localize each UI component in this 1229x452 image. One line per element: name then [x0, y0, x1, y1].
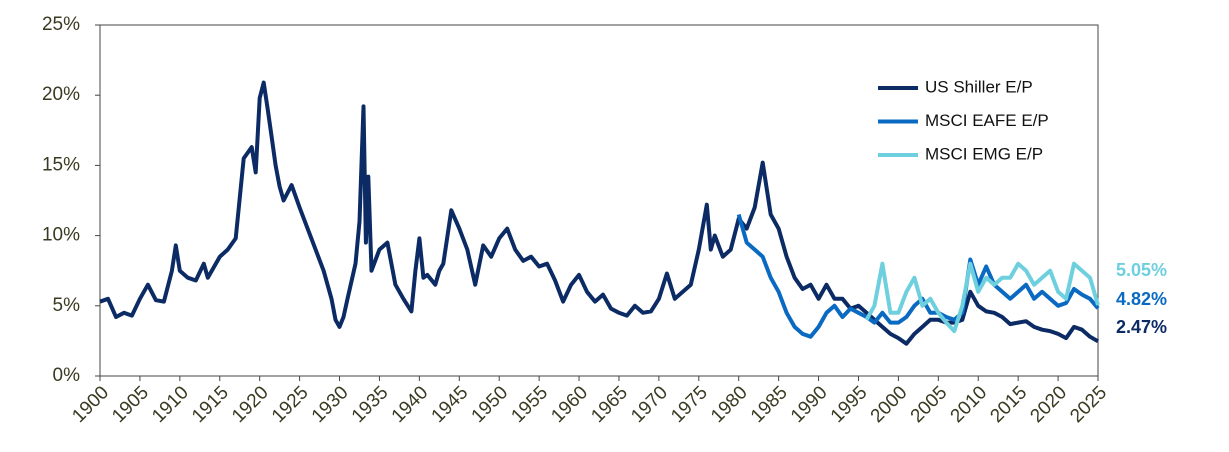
x-tick-label: 2020: [1026, 382, 1071, 427]
end-label: 2.47%: [1116, 317, 1167, 337]
y-tick-label: 25%: [42, 14, 80, 35]
x-tick-label: 1980: [707, 382, 752, 427]
x-tick-label: 1975: [667, 382, 712, 427]
x-tick-label: 2015: [986, 382, 1031, 427]
series-line: [864, 261, 1100, 334]
series-line: [736, 213, 1100, 339]
x-tick-label: 1910: [148, 382, 193, 427]
legend-label: MSCI EAFE E/P: [925, 111, 1049, 130]
y-tick-label: 10%: [42, 225, 80, 246]
x-tick-label: 1935: [348, 382, 393, 427]
x-tick-label: 2000: [867, 382, 912, 427]
end-label: 4.82%: [1116, 289, 1167, 309]
x-tick-label: 1955: [507, 382, 552, 427]
legend-label: MSCI EMG E/P: [925, 144, 1043, 163]
x-tick-label: 1930: [308, 382, 353, 427]
x-tick-label: 1965: [587, 382, 632, 427]
y-tick-label: 5%: [53, 295, 81, 316]
x-tick-label: 2005: [907, 382, 952, 427]
x-tick-label: 1925: [268, 382, 313, 427]
legend-label: US Shiller E/P: [925, 77, 1033, 96]
plot-frame: [99, 24, 1099, 377]
y-tick-label: 15%: [42, 154, 80, 175]
end-label: 5.05%: [1116, 260, 1167, 280]
x-tick-label: 1960: [547, 382, 592, 427]
x-tick-label: 1945: [428, 382, 473, 427]
y-tick-label: 0%: [53, 365, 81, 386]
x-tick-label: 1900: [68, 382, 113, 427]
y-tick-label: 20%: [42, 84, 80, 105]
x-tick-label: 1915: [188, 382, 233, 427]
x-tick-label: 1985: [747, 382, 792, 427]
x-tick-label: 1995: [827, 382, 872, 427]
x-tick-label: 1950: [468, 382, 513, 427]
series-line: [99, 80, 1099, 346]
x-tick-label: 1990: [787, 382, 832, 427]
x-tick-label: 2010: [947, 382, 992, 427]
x-tick-label: 2025: [1066, 382, 1111, 427]
x-tick-label: 1970: [627, 382, 672, 427]
x-tick-label: 1940: [388, 382, 433, 427]
x-tick-label: 1920: [228, 382, 273, 427]
x-tick-label: 1905: [108, 382, 153, 427]
